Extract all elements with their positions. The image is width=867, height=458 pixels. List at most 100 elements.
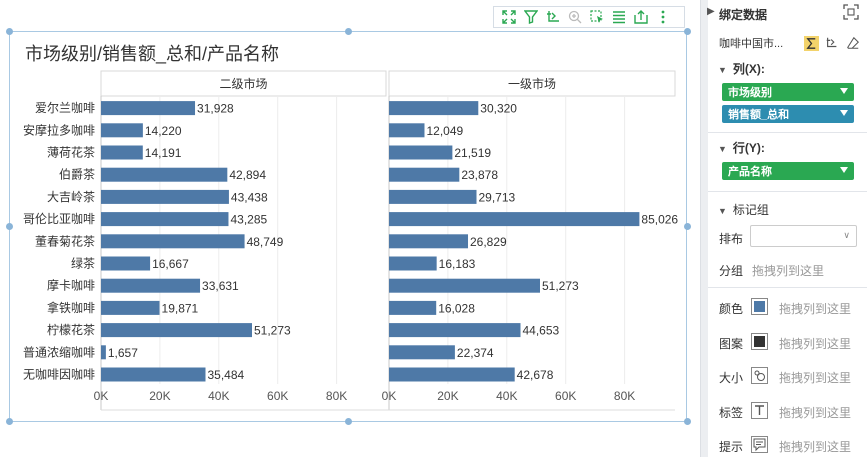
resize-handle[interactable] xyxy=(6,418,13,425)
bar-chart: 爱尔兰咖啡安摩拉多咖啡薄荷花茶伯爵茶大吉岭茶哥伦比亚咖啡董春菊花茶绿茶摩卡咖啡拿… xyxy=(23,70,678,411)
bar xyxy=(101,123,143,138)
divider xyxy=(708,191,867,192)
marks-section-header[interactable]: ▼ 标记组 xyxy=(718,203,769,217)
bar xyxy=(101,300,160,315)
bar xyxy=(389,345,455,360)
category-label: 大吉岭茶 xyxy=(47,189,95,204)
bar-value-label: 48,749 xyxy=(247,235,284,249)
expand-icon[interactable] xyxy=(843,4,859,20)
group-drop-zone[interactable]: 拖拽列到这里 xyxy=(752,264,825,278)
x-tick-label: 60K xyxy=(555,389,576,403)
bar xyxy=(101,345,106,360)
linked-filter-icon[interactable] xyxy=(542,7,564,27)
category-label: 拿铁咖啡 xyxy=(47,300,95,315)
category-label: 无咖啡因咖啡 xyxy=(23,367,95,382)
resize-handle[interactable] xyxy=(684,418,691,425)
list-icon[interactable] xyxy=(608,7,630,27)
columns-section-header[interactable]: ▼ 列(X): xyxy=(718,62,765,76)
bar-value-label: 16,028 xyxy=(438,301,475,315)
eraser-icon[interactable] xyxy=(845,35,861,51)
bar-value-label: 14,220 xyxy=(145,124,182,138)
bar xyxy=(389,278,540,293)
panel-header-label: 一级市场 xyxy=(508,76,556,91)
label-label: 标签 xyxy=(719,406,744,420)
bar-value-label: 30,320 xyxy=(480,102,517,116)
more-icon[interactable] xyxy=(652,7,674,27)
size-icon[interactable] xyxy=(751,367,768,384)
resize-handle[interactable] xyxy=(345,418,352,425)
bar-value-label: 23,878 xyxy=(461,168,498,182)
bar-value-label: 44,653 xyxy=(523,324,560,338)
category-label: 柠檬花茶 xyxy=(47,322,95,337)
bar-value-label: 1,657 xyxy=(108,346,138,360)
bar xyxy=(101,189,229,204)
resize-handle[interactable] xyxy=(6,28,13,35)
bar xyxy=(389,167,460,182)
column-pill-sales-sum[interactable]: 销售额_总和 xyxy=(722,105,854,123)
category-label: 摩卡咖啡 xyxy=(47,278,95,293)
x-tick-label: 20K xyxy=(149,389,170,403)
resize-handle[interactable] xyxy=(345,28,352,35)
color-icon[interactable] xyxy=(751,298,768,315)
bar-value-label: 85,026 xyxy=(641,213,678,227)
tooltip-drop-zone[interactable]: 拖拽列到这里 xyxy=(779,440,852,454)
size-drop-zone[interactable]: 拖拽列到这里 xyxy=(779,371,852,385)
caret-down-icon xyxy=(840,167,848,173)
linked-field-icon[interactable] xyxy=(824,35,840,51)
bar xyxy=(389,189,477,204)
x-tick-label: 80K xyxy=(326,389,347,403)
layout-select[interactable]: ∨ xyxy=(750,225,857,247)
bar-value-label: 16,183 xyxy=(439,257,476,271)
bar xyxy=(101,101,196,116)
resize-handle[interactable] xyxy=(684,28,691,35)
color-drop-zone[interactable]: 拖拽列到这里 xyxy=(779,302,852,316)
resize-handle[interactable] xyxy=(684,223,691,230)
zoom-icon[interactable] xyxy=(564,7,586,27)
size-label: 大小 xyxy=(719,371,744,385)
bar-value-label: 26,829 xyxy=(470,235,507,249)
bar-value-label: 16,667 xyxy=(152,257,189,271)
bar xyxy=(389,323,521,338)
column-pill-market-level[interactable]: 市场级别 xyxy=(722,83,854,101)
x-tick-label: 80K xyxy=(614,389,635,403)
label-icon[interactable] xyxy=(751,402,768,419)
x-tick-label: 40K xyxy=(496,389,517,403)
row-pill-product-name[interactable]: 产品名称 xyxy=(722,162,854,180)
panel-collapse-strip[interactable] xyxy=(701,0,708,457)
x-tick-label: 20K xyxy=(437,389,458,403)
pattern-drop-zone[interactable]: 拖拽列到这里 xyxy=(779,337,852,351)
bar xyxy=(389,212,640,227)
bar-value-label: 21,519 xyxy=(454,146,491,160)
panel-header-box xyxy=(388,70,676,97)
bar xyxy=(389,256,437,271)
rows-section-header[interactable]: ▼ 行(Y): xyxy=(718,141,765,155)
divider xyxy=(708,287,867,288)
tooltip-icon[interactable] xyxy=(751,436,768,453)
category-label: 伯爵茶 xyxy=(59,167,95,182)
datasource-name[interactable]: 咖啡中国市... xyxy=(719,38,784,50)
label-drop-zone[interactable]: 拖拽列到这里 xyxy=(779,406,852,420)
export-icon[interactable] xyxy=(630,7,652,27)
fullscreen-icon[interactable] xyxy=(498,7,520,27)
collapse-arrow-icon[interactable]: ▶ xyxy=(707,6,715,17)
divider xyxy=(708,132,867,133)
bar-value-label: 43,438 xyxy=(231,190,268,204)
x-tick-label: 60K xyxy=(267,389,288,403)
sum-icon[interactable] xyxy=(803,35,819,51)
bar-value-label: 19,871 xyxy=(162,301,199,315)
chart-toolbar xyxy=(493,6,685,28)
filter-icon[interactable] xyxy=(520,7,542,27)
select-icon[interactable] xyxy=(586,7,608,27)
resize-handle[interactable] xyxy=(6,223,13,230)
bar-value-label: 43,285 xyxy=(230,213,267,227)
tooltip-label: 提示 xyxy=(719,440,744,454)
bar xyxy=(101,212,229,227)
layout-label: 排布 xyxy=(719,232,744,246)
datasource-row: 咖啡中国市... xyxy=(719,34,861,52)
color-label: 颜色 xyxy=(719,302,744,316)
bar-value-label: 31,928 xyxy=(197,102,234,116)
bar xyxy=(101,323,252,338)
bar-value-label: 42,678 xyxy=(517,368,554,382)
pattern-icon[interactable] xyxy=(751,333,768,350)
category-label: 普通浓缩咖啡 xyxy=(23,344,95,359)
